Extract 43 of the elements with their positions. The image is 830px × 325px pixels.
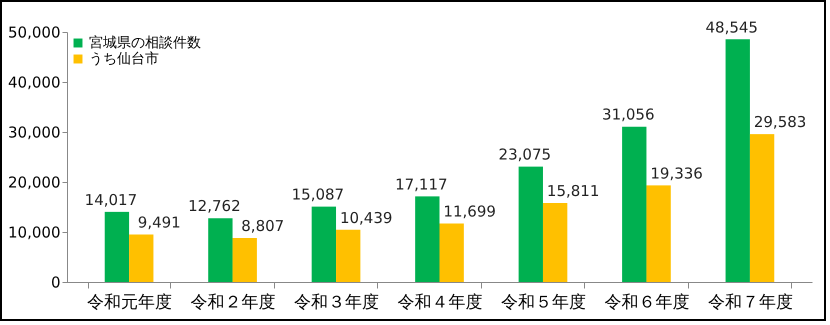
y-tick-label: 40,000 xyxy=(8,74,60,92)
x-tick-label: 令和３年度 xyxy=(294,292,380,312)
data-label: 8,807 xyxy=(241,216,284,235)
x-tick-label: 令和４年度 xyxy=(398,292,482,312)
x-tick-label: 令和７年度 xyxy=(708,292,793,312)
data-label: 12,762 xyxy=(188,197,241,216)
data-label: 17,117 xyxy=(395,175,448,194)
bar xyxy=(440,224,464,282)
data-label: 11,699 xyxy=(443,202,496,221)
bar xyxy=(622,126,646,282)
bar xyxy=(312,206,336,282)
data-label: 31,056 xyxy=(602,106,655,124)
data-label: 15,087 xyxy=(292,186,344,204)
bar xyxy=(518,166,543,282)
data-label: 14,017 xyxy=(84,190,138,209)
data-label: 10,439 xyxy=(340,208,392,227)
data-label: 9,491 xyxy=(138,214,181,232)
x-tick-label: 令和元年度 xyxy=(87,292,172,312)
data-label: 19,336 xyxy=(650,164,703,182)
bar xyxy=(232,238,257,282)
y-tick-label: 50,000 xyxy=(8,24,60,42)
legend-label: うち仙台市 xyxy=(89,51,159,67)
legend-label: 宮城県の相談件数 xyxy=(89,35,201,51)
bar xyxy=(415,196,440,282)
y-tick-label: 0 xyxy=(50,274,60,292)
x-tick-label: 令和２年度 xyxy=(190,292,276,312)
y-tick-label: 20,000 xyxy=(8,174,60,192)
bar xyxy=(208,218,233,282)
data-label: 15,811 xyxy=(546,182,600,200)
y-tick-label: 10,000 xyxy=(8,224,60,242)
bar xyxy=(129,234,154,282)
x-tick-label: 令和６年度 xyxy=(604,292,690,312)
data-label: 29,583 xyxy=(754,113,806,132)
bar xyxy=(646,185,671,282)
bar xyxy=(542,202,568,282)
data-label: 48,545 xyxy=(705,18,758,36)
bar xyxy=(726,39,750,282)
data-label: 23,075 xyxy=(498,146,552,164)
bar xyxy=(336,230,360,282)
y-tick-label: 30,000 xyxy=(8,124,60,142)
bar xyxy=(104,212,130,282)
x-tick-label: 令和５年度 xyxy=(500,292,586,312)
bar xyxy=(750,134,774,282)
